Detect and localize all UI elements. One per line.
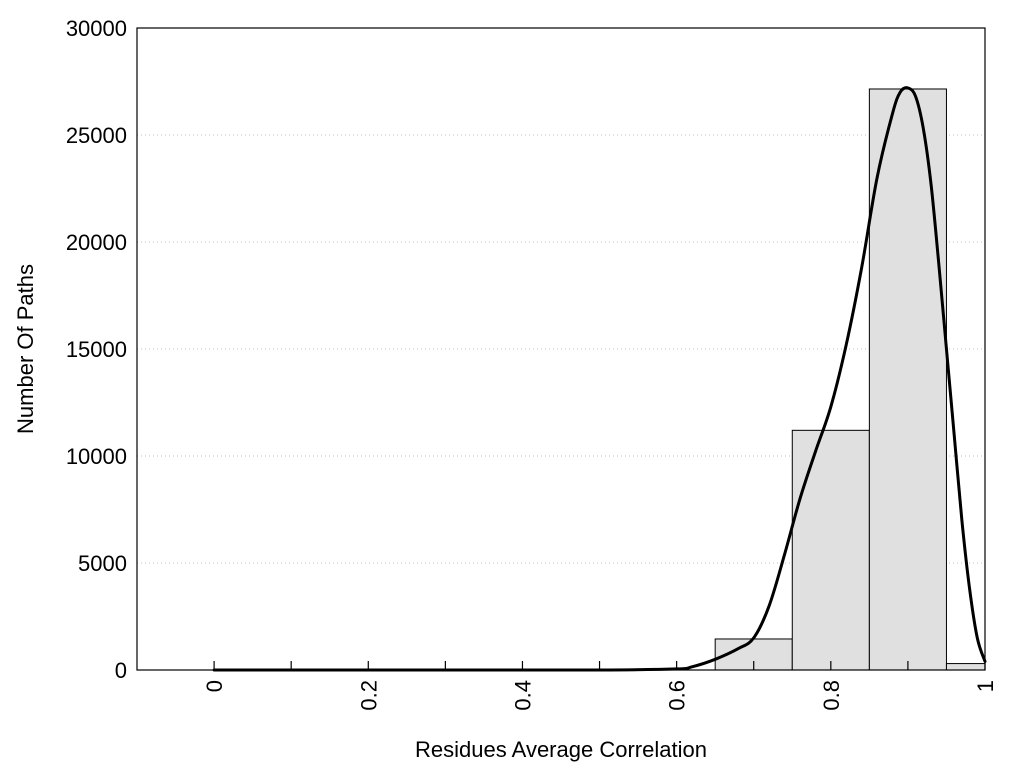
y-axis-label: Number Of Paths — [13, 264, 38, 434]
curve-layer — [212, 86, 987, 672]
histogram-bar — [945, 663, 986, 671]
ticks-layer — [213, 661, 986, 670]
histogram-bar — [868, 88, 947, 671]
bars-layer — [714, 88, 986, 671]
x-tick-label: 0.2 — [356, 680, 381, 711]
x-tick-label: 0.6 — [665, 680, 690, 711]
x-tick-label: 0 — [202, 680, 227, 692]
x-tick-label: 0.4 — [510, 680, 535, 711]
histogram-bar — [791, 429, 870, 671]
y-tick-label: 15000 — [66, 337, 127, 362]
x-axis-label: Residues Average Correlation — [415, 737, 707, 762]
y-tick-label: 25000 — [66, 123, 127, 148]
density-curve — [212, 86, 987, 672]
y-tick-label: 30000 — [66, 16, 127, 41]
x-tick-label: 0.8 — [819, 680, 844, 711]
grid-layer — [137, 134, 985, 564]
plot-frame — [136, 27, 986, 671]
labels-layer: 0 5000 10000 15000 20000 25000 30000 0 0.2 0.4 0.6… — [66, 16, 998, 711]
y-tick-label: 5000 — [78, 551, 127, 576]
y-tick-label: 0 — [115, 658, 127, 683]
x-tick-label: 1 — [973, 680, 998, 692]
y-tick-label: 10000 — [66, 444, 127, 469]
y-tick-label: 20000 — [66, 230, 127, 255]
